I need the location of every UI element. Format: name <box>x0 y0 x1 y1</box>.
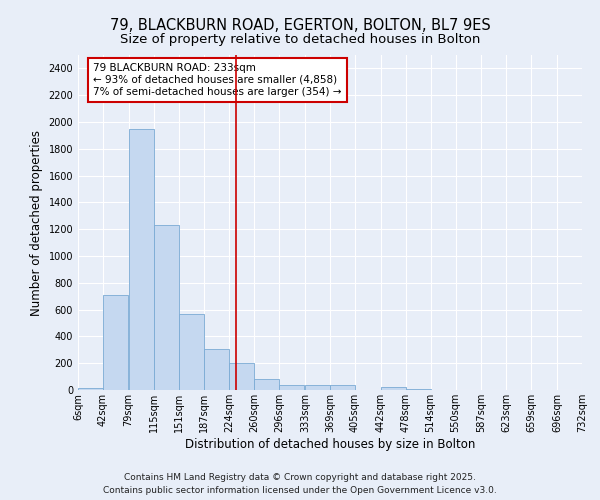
X-axis label: Distribution of detached houses by size in Bolton: Distribution of detached houses by size … <box>185 438 475 450</box>
Bar <box>103 295 128 390</box>
Text: 79 BLACKBURN ROAD: 233sqm
← 93% of detached houses are smaller (4,858)
7% of sem: 79 BLACKBURN ROAD: 233sqm ← 93% of detac… <box>93 64 341 96</box>
Bar <box>380 388 406 390</box>
Bar <box>154 225 179 390</box>
Bar <box>280 384 304 390</box>
Bar <box>330 386 355 390</box>
Bar <box>128 128 154 390</box>
Bar <box>203 349 229 390</box>
Bar <box>179 314 203 390</box>
Bar <box>254 378 280 390</box>
Bar <box>305 386 330 390</box>
Y-axis label: Number of detached properties: Number of detached properties <box>30 130 43 316</box>
Text: Contains HM Land Registry data © Crown copyright and database right 2025.
Contai: Contains HM Land Registry data © Crown c… <box>103 474 497 495</box>
Bar <box>78 388 103 390</box>
Text: 79, BLACKBURN ROAD, EGERTON, BOLTON, BL7 9ES: 79, BLACKBURN ROAD, EGERTON, BOLTON, BL7… <box>110 18 490 32</box>
Text: Size of property relative to detached houses in Bolton: Size of property relative to detached ho… <box>120 32 480 46</box>
Bar <box>229 362 254 390</box>
